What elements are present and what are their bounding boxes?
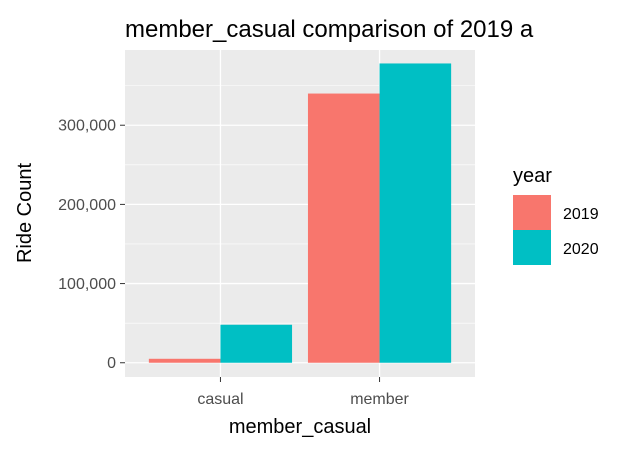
y-axis-title: Ride Count: [14, 163, 36, 264]
bar-casual-2019: [148, 358, 221, 363]
legend-items: 2019 2020: [513, 195, 599, 265]
legend: year 2019 2020: [513, 165, 599, 265]
legend-key-2019: [513, 195, 551, 230]
y-tick-label: 0: [107, 355, 116, 372]
bars: [148, 63, 452, 363]
y-tick-label: 100,000: [58, 276, 116, 293]
y-tick-label: 300,000: [58, 118, 116, 135]
x-axis-ticks: casual member: [197, 377, 410, 408]
bar-member-2020: [379, 63, 452, 363]
bar-casual-2020: [220, 324, 293, 363]
legend-title: year: [513, 165, 552, 187]
x-tick-label: casual: [197, 391, 243, 408]
legend-key-2020: [513, 230, 551, 265]
y-tick-label: 200,000: [58, 197, 116, 214]
y-axis-ticks: 0 100,000 200,000 300,000: [58, 118, 125, 372]
bar-member-2019: [307, 93, 380, 363]
legend-label-2020: 2020: [563, 241, 599, 258]
x-tick-label: member: [350, 391, 409, 408]
legend-label-2019: 2019: [563, 206, 599, 223]
x-axis-title: member_casual: [229, 416, 371, 438]
chart-title: member_casual comparison of 2019 a: [125, 16, 534, 43]
